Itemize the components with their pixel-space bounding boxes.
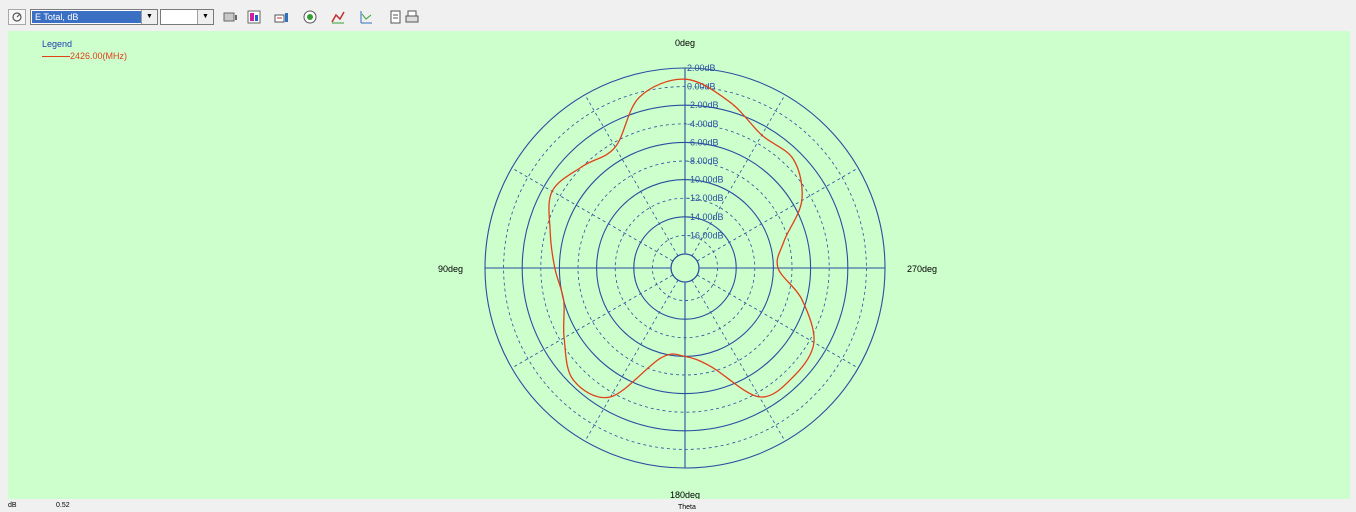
marker-icon[interactable] [302, 9, 318, 25]
copy-icon[interactable] [388, 9, 404, 25]
radial-tick-label: 0.00dB [687, 82, 716, 92]
radial-tick-label: -8.00dB [687, 156, 719, 166]
angle-label: 90deg [438, 264, 463, 274]
radial-tick-label: -2.00dB [687, 100, 719, 110]
quantity-select-value: E Total, dB [32, 11, 141, 23]
data-table-icon[interactable] [274, 9, 290, 25]
status-axis-label: Theta [678, 504, 696, 511]
radial-tick-label: -14.00dB [687, 212, 724, 222]
axis-settings-icon[interactable] [358, 9, 374, 25]
grid-spoke [584, 94, 679, 257]
toolbar: E Total, dB ▼ ▼ [0, 0, 1356, 28]
quantity-select[interactable]: E Total, dB ▼ [30, 9, 158, 25]
angle-label: 0deg [675, 38, 695, 48]
chevron-down-icon[interactable]: ▼ [197, 10, 213, 24]
grid-spoke [691, 279, 786, 442]
chevron-down-icon[interactable]: ▼ [141, 10, 157, 24]
grid-spoke [511, 274, 674, 369]
secondary-select[interactable]: ▼ [160, 9, 214, 25]
radial-tick-label: -12.00dB [687, 193, 724, 203]
grid-spoke [696, 274, 859, 369]
grid-spoke [584, 279, 679, 442]
status-bar: dB 0.52 Theta [0, 500, 1356, 512]
radial-tick-label: -6.00dB [687, 137, 719, 147]
status-unit: dB [8, 502, 17, 509]
trace-color-icon[interactable] [246, 9, 262, 25]
add-trace-icon[interactable] [330, 9, 346, 25]
radial-tick-label: 2.00dB [687, 63, 716, 73]
grid-spoke [691, 94, 786, 257]
grid-spoke [696, 167, 859, 262]
legend-title: Legend [42, 39, 73, 49]
legend-entry: 2426.00(MHz) [42, 51, 127, 61]
plot-area: Legend 2426.00(MHz) 2.00dB 0.00dB -2.00dB -… [8, 31, 1350, 499]
angle-label: 180deg [670, 490, 700, 499]
grid-center-ring [670, 253, 700, 283]
polar-chart: 2.00dB 0.00dB -2.00dB -4.00dB -6.00dB -8.00dB… [438, 38, 937, 499]
radial-tick-label: -16.00dB [687, 230, 724, 240]
pin-icon[interactable] [8, 9, 26, 25]
angle-label: 270deg [907, 264, 937, 274]
legend-swatch [42, 56, 70, 58]
status-value: 0.52 [56, 502, 70, 509]
print-icon[interactable] [404, 9, 420, 25]
display-mode-icon[interactable] [222, 9, 238, 25]
radial-tick-label: -10.00dB [687, 175, 724, 185]
series-line [548, 78, 815, 399]
legend-label: 2426.00(MHz) [70, 51, 128, 61]
radial-tick-label: -4.00dB [687, 119, 719, 129]
grid-spoke [511, 167, 674, 262]
